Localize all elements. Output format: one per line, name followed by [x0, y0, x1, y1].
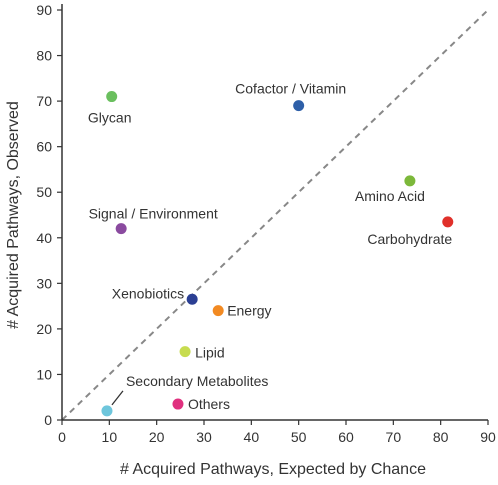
data-point-amino-acid	[404, 175, 416, 187]
x-axis-title: # Acquired Pathways, Expected by Chance	[120, 461, 426, 478]
point-label-carbohydrate: Carbohydrate	[367, 231, 452, 247]
y-tick-label: 40	[36, 230, 52, 246]
y-tick-label: 90	[36, 2, 52, 18]
x-tick-label: 10	[102, 429, 118, 445]
data-point-lipid	[179, 346, 191, 358]
x-tick-label: 20	[149, 429, 165, 445]
x-tick-label: 50	[291, 429, 307, 445]
leader-line-layer	[111, 390, 124, 406]
data-point-carbohydrate	[442, 216, 454, 228]
point-label-energy: Energy	[227, 303, 271, 319]
point-labels-layer: Glycan Cofactor / Vitamin Amino Acid Carboh…	[88, 81, 452, 412]
point-label-others: Others	[188, 396, 230, 412]
data-point-cofactor-vitamin	[293, 100, 305, 112]
y-tick-label: 0	[44, 412, 52, 428]
x-tick-label: 0	[58, 429, 66, 445]
y-axis-title: # Acquired Pathways, Observed	[5, 101, 22, 329]
y-tick-label: 80	[36, 48, 52, 64]
y-tick-label: 20	[36, 321, 52, 337]
point-label-xenobiotics: Xenobiotics	[112, 285, 184, 301]
data-point-secondary-metabolites	[101, 405, 113, 417]
data-point-xenobiotics	[186, 293, 198, 305]
x-tick-label: 80	[433, 429, 449, 445]
y-tick-label: 70	[36, 93, 52, 109]
data-point-others	[172, 398, 184, 410]
x-tick-label: 60	[338, 429, 354, 445]
y-tick-label: 60	[36, 139, 52, 155]
points-layer	[101, 91, 454, 417]
data-point-signal-environment	[115, 223, 127, 235]
data-point-glycan	[106, 91, 118, 103]
ticks-layer: 0 10 20 30 40 50 60 70 80 90 0 10 20 30 40 50 60 70 80 90	[36, 2, 496, 445]
point-label-lipid: Lipid	[195, 345, 225, 361]
x-tick-label: 40	[244, 429, 260, 445]
data-point-energy	[212, 305, 224, 317]
x-tick-label: 30	[196, 429, 212, 445]
x-tick-label: 90	[480, 429, 496, 445]
point-label-amino-acid: Amino Acid	[355, 188, 425, 204]
point-label-cofactor-vitamin: Cofactor / Vitamin	[235, 81, 346, 97]
point-label-glycan: Glycan	[88, 110, 132, 126]
point-label-signal-environment: Signal / Environment	[89, 206, 218, 222]
leader-line-secondary-metabolites	[111, 390, 124, 406]
y-tick-label: 30	[36, 275, 52, 291]
axes-layer	[61, 4, 488, 421]
y-tick-label: 50	[36, 184, 52, 200]
x-tick-label: 70	[386, 429, 402, 445]
y-tick-label: 10	[36, 366, 52, 382]
point-label-secondary-metabolites: Secondary Metabolites	[126, 373, 268, 389]
